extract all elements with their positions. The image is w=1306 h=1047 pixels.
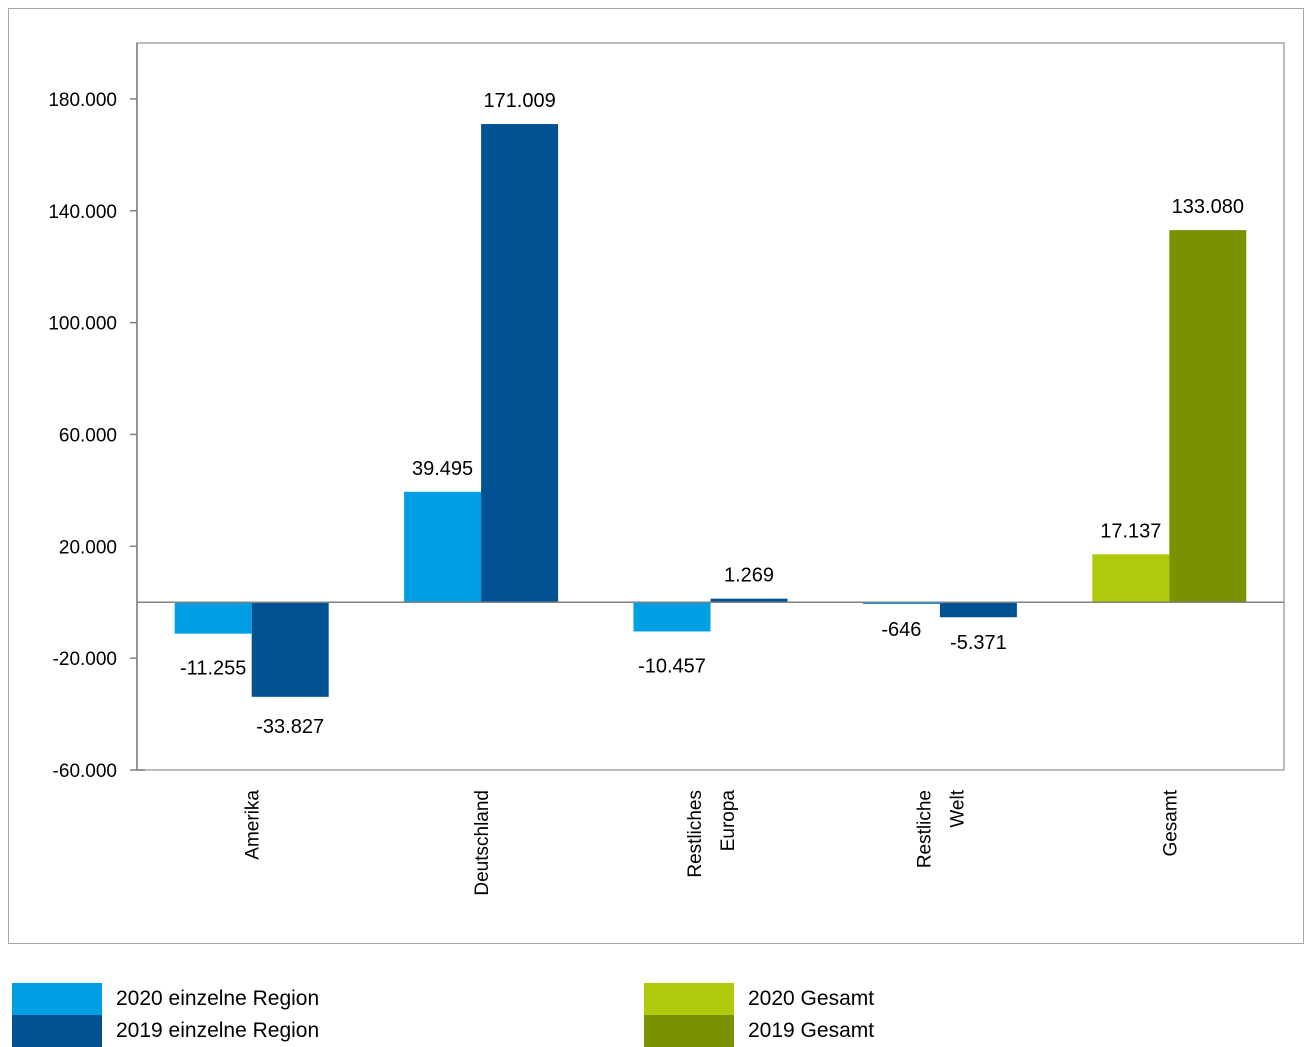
bars [174, 124, 1247, 697]
bar [939, 602, 1017, 618]
data-label: -5.371 [950, 632, 1007, 654]
legend-label: 2020 einzelne Region [116, 987, 320, 1010]
x-axis: Amerika Deutschland Restliches Europa Restli… [137, 601, 1284, 896]
bar [174, 602, 252, 634]
y-tick-label: 20.000 [59, 537, 117, 558]
y-tick-label: 60.000 [59, 425, 117, 446]
bar [404, 491, 482, 603]
bar [1092, 554, 1170, 603]
legend-label: 2020 Gesamt [748, 987, 875, 1010]
data-label: -10.457 [638, 655, 706, 677]
bar [633, 602, 711, 632]
legend-swatch [12, 983, 102, 1015]
x-tick-label: Europa [718, 790, 739, 852]
bar [251, 602, 329, 697]
x-tick-label: Welt [947, 789, 968, 827]
data-label: 171.009 [483, 90, 555, 112]
legend-swatch [12, 1015, 102, 1047]
y-axis: -60.000 -20.000 20.000 60.000 100.000 140.000… [48, 43, 138, 782]
x-tick-label: Restliche [914, 790, 935, 868]
data-label: 133.080 [1172, 196, 1244, 218]
y-tick-label: -60.000 [53, 761, 117, 782]
bar [1169, 230, 1247, 603]
x-tick-label: Deutschland [472, 790, 493, 896]
x-tick-label: Gesamt [1160, 789, 1181, 856]
legend-item-2020-region: 2020 einzelne Region [12, 983, 319, 1015]
y-tick-label: 180.000 [48, 90, 117, 111]
y-tick-label: 100.000 [48, 314, 117, 335]
legend-label: 2019 Gesamt [748, 1019, 875, 1042]
data-label: 17.137 [1100, 520, 1161, 542]
bar [862, 602, 940, 605]
data-label: -646 [881, 619, 921, 641]
legend-swatch [644, 983, 734, 1015]
y-tick-label: 140.000 [48, 202, 117, 223]
data-label: 1.269 [724, 565, 774, 587]
legend-item-2019-region: 2019 einzelne Region [12, 1015, 319, 1047]
data-label: 39.495 [412, 458, 473, 480]
chart-frame [8, 8, 1304, 944]
x-tick-label: Amerika [243, 790, 264, 860]
data-label: -11.255 [180, 658, 246, 680]
legend-swatch [644, 1015, 734, 1047]
bar [481, 124, 559, 603]
legend-label: 2019 einzelne Region [116, 1019, 320, 1042]
y-tick-label: -20.000 [53, 649, 117, 670]
data-label: -33.827 [256, 716, 324, 738]
legend-item-2020-gesamt: 2020 Gesamt [644, 983, 874, 1015]
x-tick-label: Restliches [685, 790, 706, 878]
legend-item-2019-gesamt: 2019 Gesamt [644, 1015, 874, 1047]
data-labels: -11.255 -33.827 39.495 171.009 -10.457 1.269 -… [180, 90, 1244, 738]
bar [710, 598, 788, 603]
